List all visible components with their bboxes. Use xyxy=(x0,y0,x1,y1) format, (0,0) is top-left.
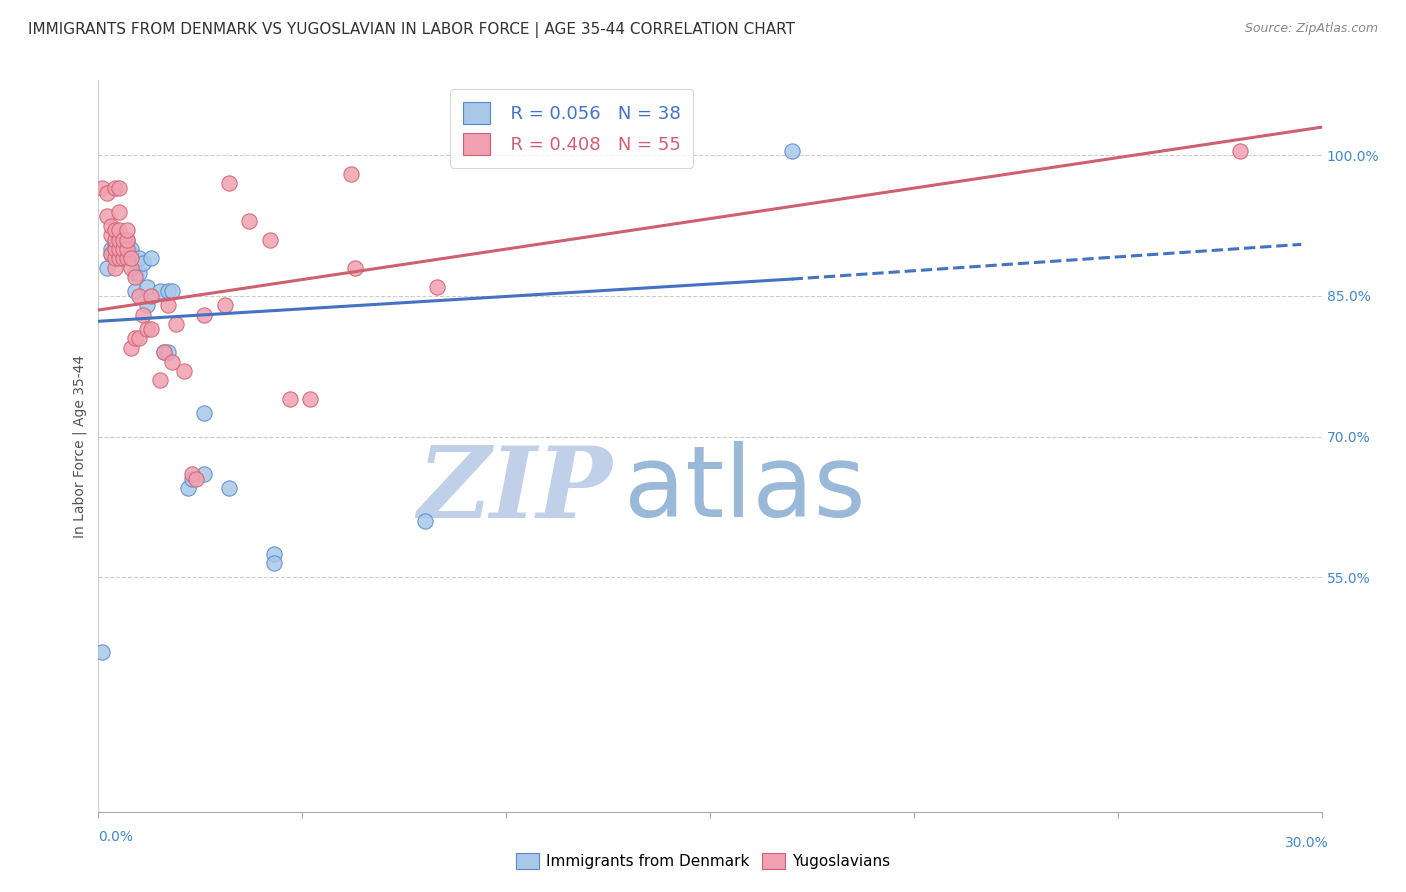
Text: ZIP: ZIP xyxy=(418,442,612,538)
Text: 30.0%: 30.0% xyxy=(1285,836,1329,850)
Text: atlas: atlas xyxy=(624,442,866,539)
Y-axis label: In Labor Force | Age 35-44: In Labor Force | Age 35-44 xyxy=(73,354,87,538)
Text: Source: ZipAtlas.com: Source: ZipAtlas.com xyxy=(1244,22,1378,36)
Legend: Immigrants from Denmark, Yugoslavians: Immigrants from Denmark, Yugoslavians xyxy=(509,847,897,875)
Legend:   R = 0.056   N = 38,   R = 0.408   N = 55: R = 0.056 N = 38, R = 0.408 N = 55 xyxy=(450,89,693,168)
Text: IMMIGRANTS FROM DENMARK VS YUGOSLAVIAN IN LABOR FORCE | AGE 35-44 CORRELATION CH: IMMIGRANTS FROM DENMARK VS YUGOSLAVIAN I… xyxy=(28,22,796,38)
Text: 0.0%: 0.0% xyxy=(98,830,134,845)
